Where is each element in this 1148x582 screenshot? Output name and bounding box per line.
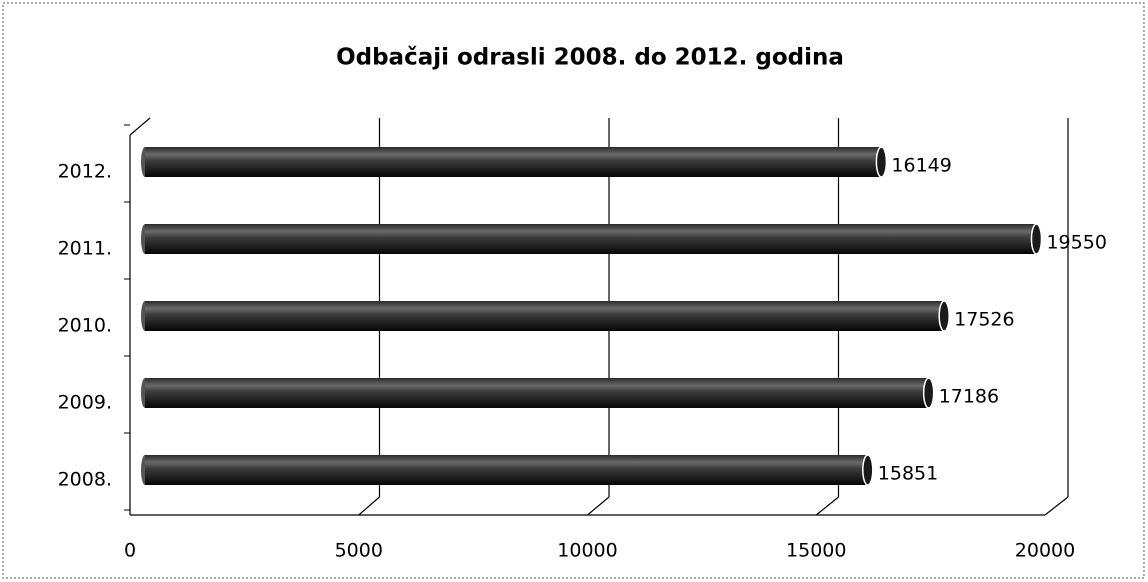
bar [145,147,882,177]
x-tick-label: 5000 [335,540,383,562]
chart-title: Odbačaji odrasli 2008. do 2012. godina [336,45,844,71]
data-label: 17526 [954,309,1014,331]
data-label: 19550 [1046,232,1106,254]
grid-line [358,496,380,516]
bar-cap [922,377,935,409]
grid-line [815,496,839,516]
x-tick-label: 0 [124,540,136,562]
bar-cap [1030,223,1043,255]
data-label: 15851 [878,463,938,485]
grid-line [587,496,610,516]
bar [145,301,945,331]
y-tick-label: 2010. [58,315,112,337]
y-tick-label: 2012. [58,161,112,183]
data-label: 16149 [891,155,951,177]
x-tick-label: 20000 [1015,540,1075,562]
x-tick-label: 15000 [786,540,846,562]
y-tick-label: 2011. [58,238,112,260]
x-tick-label: 10000 [557,540,617,562]
bar [145,224,1037,254]
bar [145,378,929,408]
y-tick-label: 2009. [58,392,112,414]
bar-cap [938,300,950,332]
bar [145,455,868,485]
data-label: 17186 [939,386,999,408]
bar-cap [875,146,888,178]
bar-cap [862,454,874,486]
y-tick-label: 2008. [58,469,112,491]
